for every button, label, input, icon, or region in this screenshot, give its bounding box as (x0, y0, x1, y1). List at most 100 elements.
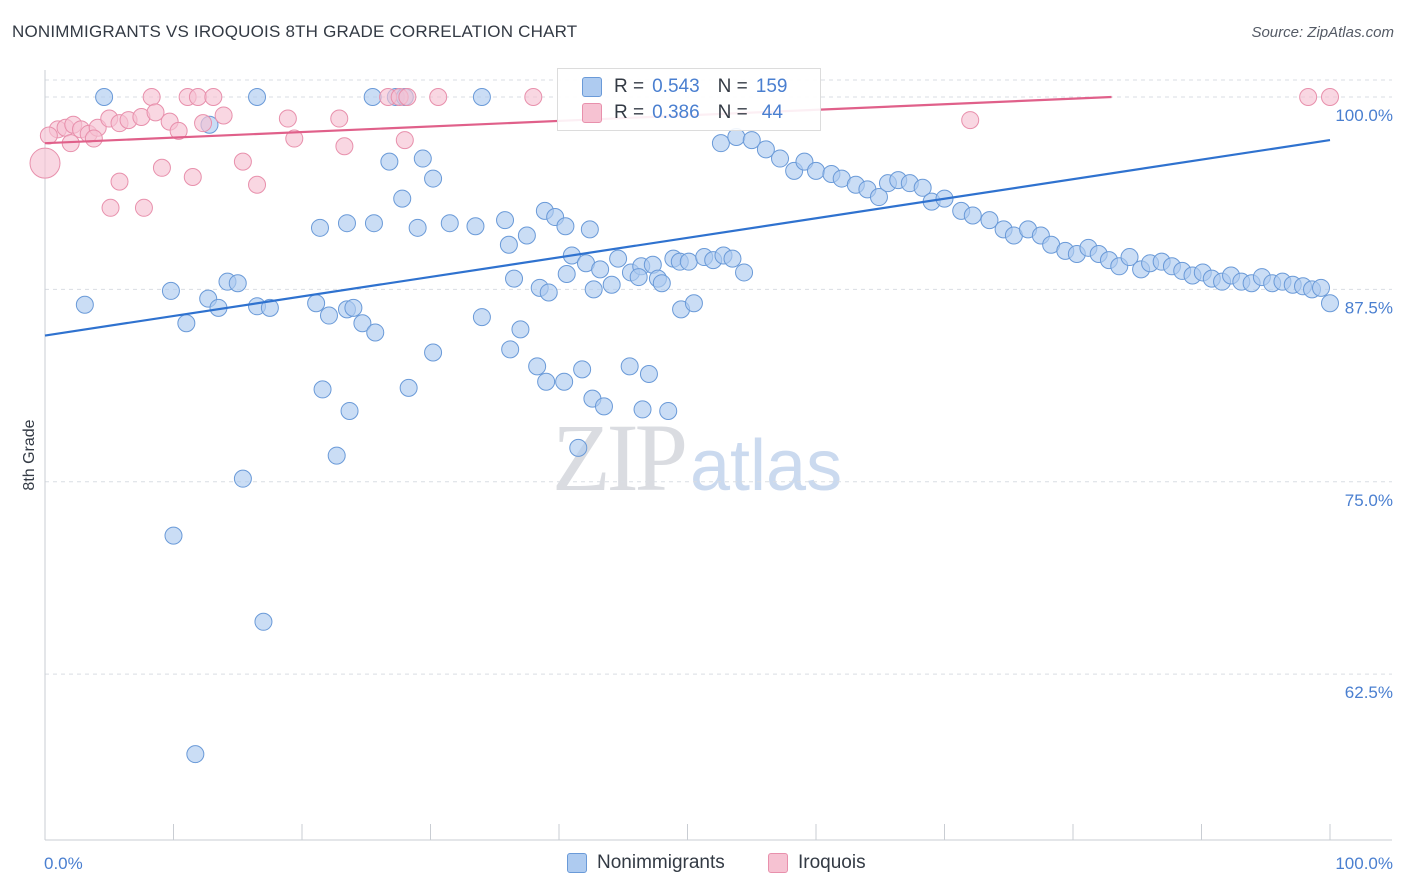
point-iroquois (169, 121, 188, 140)
watermark-zip: ZIP (552, 404, 688, 511)
point-nonimmigrants (742, 131, 761, 150)
x-tick-label: 100.0% (1335, 854, 1393, 873)
y-tick-label: 62.5% (1345, 683, 1393, 702)
point-nonimmigrants (557, 264, 576, 283)
point-nonimmigrants (408, 218, 427, 237)
point-nonimmigrants (591, 260, 610, 279)
point-nonimmigrants (594, 397, 613, 416)
point-nonimmigrants (177, 314, 196, 333)
point-nonimmigrants (652, 274, 671, 293)
watermark: ZIPatlas (552, 402, 842, 513)
point-nonimmigrants (228, 274, 247, 293)
point-nonimmigrants (633, 400, 652, 419)
point-nonimmigrants (756, 140, 775, 159)
point-nonimmigrants (363, 88, 382, 106)
point-nonimmigrants (963, 206, 982, 225)
point-nonimmigrants (602, 275, 621, 294)
point-iroquois (152, 158, 171, 177)
point-iroquois (188, 88, 207, 106)
point-nonimmigrants (472, 88, 491, 106)
point-iroquois (39, 126, 58, 145)
point-nonimmigrants (95, 88, 114, 106)
point-nonimmigrants (501, 340, 520, 359)
point-nonimmigrants (393, 189, 412, 208)
point-iroquois (84, 129, 103, 148)
x-tick-label: 0.0% (44, 854, 83, 873)
point-nonimmigrants (723, 249, 742, 268)
point-iroquois (1299, 88, 1318, 106)
legend-swatch-blue (582, 77, 602, 97)
point-iroquois (285, 129, 304, 148)
trend-line-nonimmigrants (44, 139, 1331, 337)
point-nonimmigrants (307, 294, 326, 313)
point-nonimmigrants (684, 294, 703, 313)
point-iroquois (429, 88, 448, 106)
point-nonimmigrants (1312, 278, 1331, 297)
point-nonimmigrants (340, 401, 359, 420)
point-nonimmigrants (573, 360, 592, 379)
point-nonimmigrants (424, 343, 443, 362)
point-nonimmigrants (528, 357, 547, 376)
point-nonimmigrants (537, 372, 556, 391)
point-nonimmigrants (233, 469, 252, 488)
legend-n-label: N = (717, 76, 748, 97)
legend-swatch-pink (768, 853, 788, 873)
point-nonimmigrants (584, 280, 603, 299)
y-tick-label: 75.0% (1345, 491, 1393, 510)
point-nonimmigrants (75, 295, 94, 314)
point-iroquois (248, 175, 267, 194)
point-nonimmigrants (679, 252, 698, 271)
point-nonimmigrants (440, 214, 459, 233)
point-iroquois (146, 103, 165, 122)
point-nonimmigrants (344, 298, 363, 317)
point-nonimmigrants (254, 612, 273, 631)
legend-swatch-pink (582, 103, 602, 123)
point-nonimmigrants (353, 314, 372, 333)
point-iroquois (524, 88, 543, 106)
point-nonimmigrants (807, 161, 825, 180)
point-nonimmigrants (161, 281, 180, 300)
point-iroquois (214, 106, 233, 125)
correlation-legend: R = 0.543 N = 159 R = 0.386 N = 44 (557, 68, 821, 131)
point-nonimmigrants (327, 446, 346, 465)
point-nonimmigrants (472, 308, 491, 327)
series-legend: Nonimmigrants Iroquois (0, 852, 1406, 878)
chart-source: Source: ZipAtlas.com (1251, 24, 1394, 41)
point-iroquois (110, 172, 129, 191)
point-nonimmigrants (980, 211, 999, 230)
point-iroquois (278, 109, 297, 128)
point-nonimmigrants (310, 218, 329, 237)
legend-item-nonimmigrants: Nonimmigrants (567, 852, 725, 874)
point-nonimmigrants (629, 268, 648, 287)
legend-label-nonimmigrants: Nonimmigrants (597, 852, 725, 873)
point-nonimmigrants (569, 438, 588, 457)
point-nonimmigrants (620, 357, 639, 376)
point-iroquois (29, 147, 61, 179)
point-nonimmigrants (164, 526, 183, 545)
point-nonimmigrants (517, 226, 536, 245)
point-nonimmigrants (260, 298, 279, 317)
point-nonimmigrants (771, 149, 790, 168)
point-iroquois (335, 137, 354, 156)
point-nonimmigrants (511, 320, 530, 339)
point-nonimmigrants (639, 365, 658, 384)
point-nonimmigrants (1321, 294, 1339, 313)
point-nonimmigrants (580, 220, 599, 239)
point-nonimmigrants (319, 306, 338, 325)
point-nonimmigrants (609, 249, 628, 268)
point-nonimmigrants (380, 152, 399, 171)
point-iroquois (204, 88, 223, 106)
point-iroquois (183, 168, 202, 187)
point-nonimmigrants (413, 149, 432, 168)
point-nonimmigrants (1120, 248, 1139, 267)
point-iroquois (134, 198, 153, 217)
point-iroquois (395, 131, 414, 150)
point-nonimmigrants (735, 263, 754, 282)
point-nonimmigrants (556, 217, 575, 236)
point-nonimmigrants (424, 169, 443, 188)
legend-label-iroquois: Iroquois (798, 852, 866, 873)
point-nonimmigrants (505, 269, 524, 288)
legend-r-label: R = (614, 76, 645, 97)
point-iroquois (961, 111, 980, 130)
